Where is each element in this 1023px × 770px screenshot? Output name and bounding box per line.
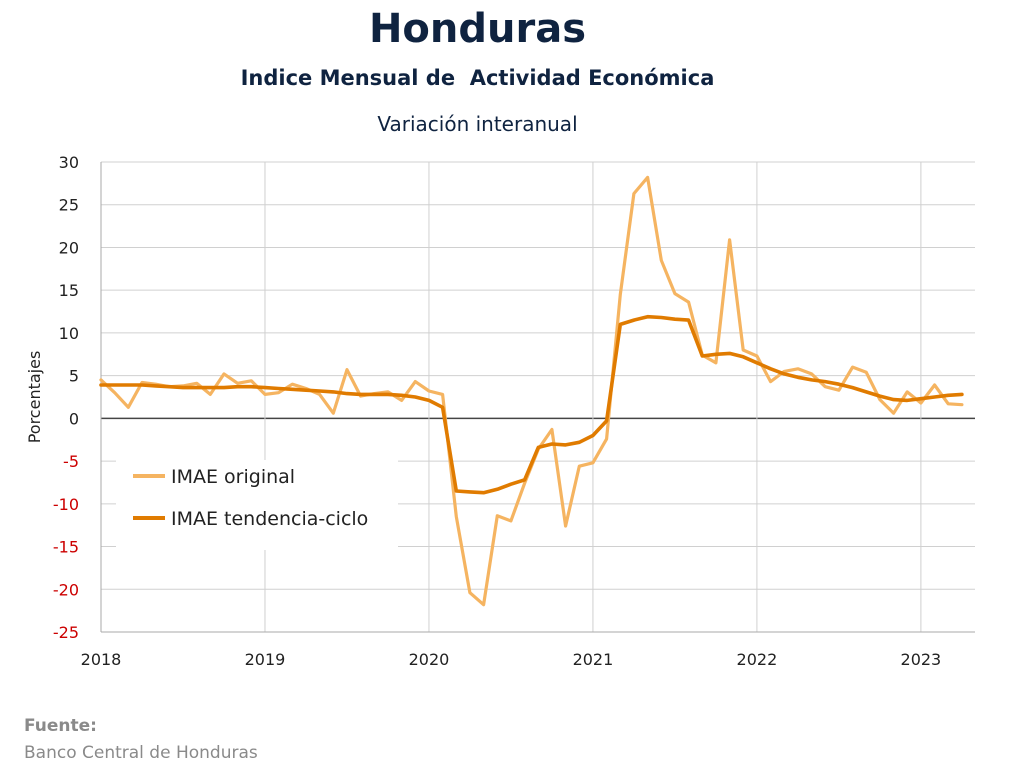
y-tick-label: -10 bbox=[53, 495, 79, 514]
series-lines bbox=[99, 175, 964, 607]
y-tick-label: -20 bbox=[53, 580, 79, 599]
series-line-trend bbox=[99, 314, 964, 495]
source-label: Fuente: bbox=[24, 716, 97, 736]
legend-label-original: IMAE original bbox=[171, 466, 295, 488]
y-tick-label: 5 bbox=[69, 367, 79, 386]
y-tick-label: 0 bbox=[69, 409, 79, 428]
y-tick-label: -15 bbox=[53, 538, 79, 557]
source-text: Banco Central de Honduras bbox=[24, 743, 258, 763]
y-tick-label: 20 bbox=[59, 238, 79, 257]
x-tick-label: 2021 bbox=[573, 650, 614, 669]
y-tick-label: 15 bbox=[59, 281, 79, 300]
y-tick-label: -5 bbox=[63, 452, 79, 471]
y-axis-label: Porcentajes bbox=[25, 351, 44, 444]
y-tick-label: -25 bbox=[53, 623, 79, 642]
grid-lines bbox=[100, 161, 975, 633]
chart-subtitle: Indice Mensual de Actividad Económica bbox=[240, 66, 715, 90]
legend: IMAE original IMAE tendencia-ciclo bbox=[133, 466, 368, 530]
chart-title: Honduras bbox=[368, 6, 587, 52]
x-tick-label: 2020 bbox=[409, 650, 450, 669]
x-tick-label: 2019 bbox=[245, 650, 286, 669]
y-axis-ticks: 30 25 20 15 10 5 0 -5 -10 -15 -20 -25 bbox=[53, 153, 79, 642]
y-tick-label: 10 bbox=[59, 324, 79, 343]
legend-label-trend: IMAE tendencia-ciclo bbox=[171, 508, 368, 530]
chart-subtitle-secondary: Variación interanual bbox=[377, 112, 578, 136]
y-tick-label: 30 bbox=[59, 153, 79, 172]
x-tick-label: 2022 bbox=[737, 650, 778, 669]
x-tick-label: 2018 bbox=[81, 650, 122, 669]
y-tick-label: 25 bbox=[59, 196, 79, 215]
x-axis-ticks: 2018 2019 2020 2021 2022 2023 bbox=[81, 650, 942, 669]
x-tick-label: 2023 bbox=[901, 650, 942, 669]
